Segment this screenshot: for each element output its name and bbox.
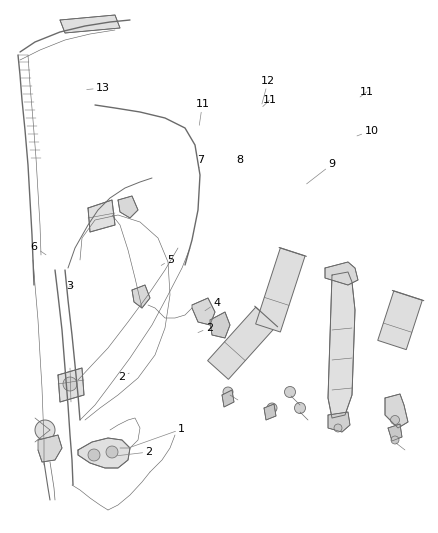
Polygon shape (132, 285, 150, 308)
Polygon shape (388, 424, 402, 441)
Text: 8: 8 (237, 155, 244, 165)
Polygon shape (88, 200, 115, 232)
Polygon shape (38, 435, 62, 462)
Polygon shape (208, 307, 276, 379)
Circle shape (391, 436, 399, 444)
Polygon shape (222, 390, 234, 407)
Text: 5: 5 (161, 255, 174, 265)
Text: 1: 1 (129, 424, 185, 448)
Circle shape (88, 449, 100, 461)
Text: 9: 9 (307, 159, 336, 184)
Polygon shape (192, 298, 215, 325)
Circle shape (285, 386, 296, 398)
Text: 13: 13 (87, 83, 110, 93)
Text: 2: 2 (198, 323, 213, 333)
Circle shape (106, 446, 118, 458)
Text: 2: 2 (118, 373, 129, 382)
Text: 10: 10 (357, 126, 378, 136)
Circle shape (391, 416, 399, 424)
Circle shape (294, 402, 305, 414)
Polygon shape (325, 262, 358, 285)
Text: 4: 4 (205, 298, 220, 311)
Polygon shape (256, 248, 305, 332)
Circle shape (35, 420, 55, 440)
Polygon shape (210, 312, 230, 338)
Polygon shape (328, 272, 355, 418)
Text: 2: 2 (117, 447, 152, 457)
Polygon shape (118, 196, 138, 218)
Text: 7: 7 (197, 155, 204, 168)
Text: 11: 11 (360, 87, 374, 97)
Polygon shape (78, 438, 130, 468)
Text: 6: 6 (31, 242, 46, 255)
Polygon shape (328, 412, 350, 432)
Text: 3: 3 (66, 281, 74, 291)
Circle shape (334, 424, 342, 432)
Circle shape (63, 377, 77, 391)
Polygon shape (378, 291, 422, 350)
Circle shape (223, 387, 233, 397)
Circle shape (267, 403, 277, 413)
Text: 12: 12 (261, 76, 275, 104)
Text: 11: 11 (262, 95, 276, 107)
Polygon shape (58, 368, 84, 402)
Polygon shape (264, 404, 276, 420)
Text: 11: 11 (195, 100, 209, 125)
Polygon shape (60, 15, 120, 33)
Polygon shape (385, 394, 408, 428)
